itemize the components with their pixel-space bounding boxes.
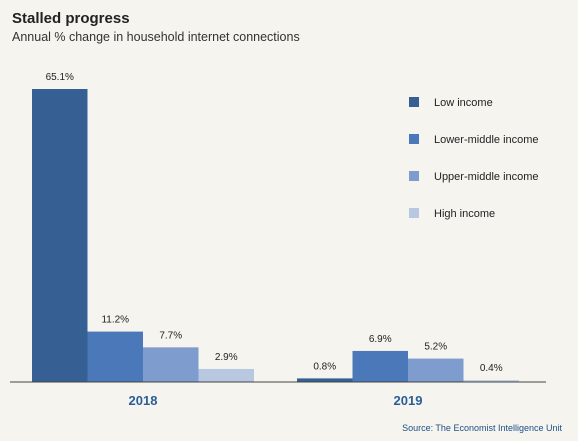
legend-label-3: High income [434,208,495,220]
chart-subtitle: Annual % change in household internet co… [12,30,300,44]
chart-title: Stalled progress [12,10,130,27]
legend-swatch-1 [409,134,419,144]
legend-label-2: Upper-middle income [434,171,539,183]
data-label-2019-1: 6.9% [369,334,392,345]
bar-2018-1 [87,331,143,382]
bar-2018-0 [32,89,88,382]
data-label-2018-2: 7.7% [159,330,182,341]
bar-2019-3 [463,380,519,382]
data-label-2018-3: 2.9% [215,352,238,363]
data-label-2019-2: 5.2% [424,342,447,353]
data-label-2019-3: 0.4% [480,363,503,374]
legend-label-1: Lower-middle income [434,134,539,146]
data-label-2018-1: 11.2% [101,315,129,326]
bar-2019-2 [408,358,464,382]
legend-swatch-2 [409,171,419,181]
legend-swatch-3 [409,208,419,218]
x-tick-label-2018: 2018 [129,393,158,408]
data-label-2018-0: 65.1% [46,72,74,83]
legend-swatch-0 [409,97,419,107]
bar-2019-1 [352,350,408,382]
data-label-2019-0: 0.8% [313,361,336,372]
source-note: Source: The Economist Intelligence Unit [402,423,562,433]
legend-label-0: Low income [434,97,493,109]
bar-2018-3 [198,368,254,382]
legend: Low income Lower-middle income Upper-middl… [409,97,539,220]
bar-2019-0 [297,378,353,382]
x-tick-label-2019: 2019 [394,393,423,408]
bars-layer: 65.1% 11.2% 7.7% 2.9% 2018 0.8% 6.9% 5.2% 0.4% 20… [32,72,519,408]
bar-2018-2 [143,347,199,382]
